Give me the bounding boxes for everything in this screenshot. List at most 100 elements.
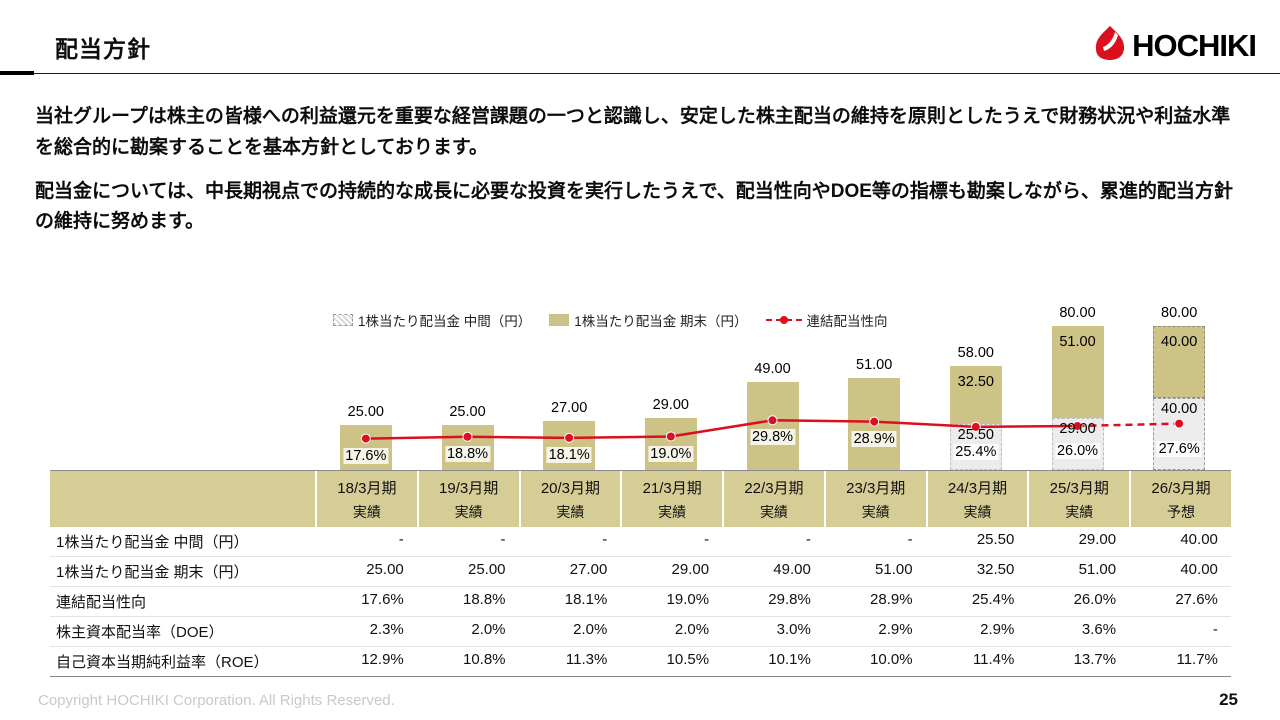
table-col-header: 22/3月期 実績 (722, 471, 824, 527)
intro-text: 当社グループは株主の皆様への利益還元を重要な経営課題の一つと認識し、安定した株主… (35, 102, 1248, 251)
col-period-label: 21/3月期 (642, 480, 702, 497)
table-cell: 2.0% (471, 621, 506, 638)
table-cell: - (602, 531, 608, 548)
table-cell: 29.8% (768, 591, 811, 608)
table-cell: 13.7% (1073, 651, 1117, 668)
bar-yearend-label: 51.00 (1059, 334, 1096, 350)
table-corner-cell (50, 471, 315, 527)
table-header-row: 18/3月期 実績 19/3月期 実績 20/3月期 実績 21/3月期 実績 22/3月期 実績… (50, 471, 1231, 527)
payout-ratio-label: 18.8% (444, 445, 491, 462)
row-label: 1株当たり配当金 期末（円） (56, 564, 249, 581)
bar-total-label: 80.00 (1161, 305, 1198, 321)
col-period-label: 20/3月期 (540, 480, 601, 497)
table-row: 株主資本配当率（DOE） 2.3% 2.0% 2.0% 2.0% 3.0% 2.9% 2.9%… (50, 616, 1231, 646)
intro-paragraph-1: 当社グループは株主の皆様への利益還元を重要な経営課題の一つと認識し、安定した株主… (35, 106, 1231, 158)
col-sub-label: 実績 (454, 504, 483, 520)
table-cell: 11.4% (972, 651, 1015, 668)
row-label: 1株当たり配当金 中間（円） (56, 534, 249, 551)
bar-interim-label: 40.00 (1161, 401, 1198, 417)
payout-ratio-label: 28.9% (851, 430, 897, 447)
table-cell: - (704, 531, 710, 548)
col-sub-label: 実績 (556, 504, 585, 520)
table-cell: 49.00 (773, 561, 811, 578)
dividend-table: 18/3月期 実績 19/3月期 実績 20/3月期 実績 21/3月期 実績 22/3月期 実績… (50, 470, 1231, 677)
table-row: 1株当たり配当金 期末（円） 25.00 25.00 27.00 29.00 49.00 5… (50, 556, 1231, 586)
table-cell: 18.8% (462, 591, 506, 608)
dividend-chart: 1株当たり配当金 中間（円） 1株当たり配当金 期末（円） 連結配当性向 25.… (315, 298, 1230, 470)
page-title: 配当方針 (55, 36, 151, 62)
table-col-header: 20/3月期 実績 (518, 471, 621, 527)
table-cell: - (805, 531, 811, 548)
table-cell: 10.0% (870, 651, 913, 668)
table-cell: 29.00 (1078, 531, 1117, 548)
table-cell: 2.9% (980, 621, 1015, 638)
table-col-header: 19/3月期 実績 (416, 471, 519, 527)
table-cell: - (907, 531, 913, 548)
table-cell: 2.0% (674, 621, 710, 638)
table-col-header: 26/3月期 予想 (1129, 471, 1231, 527)
bar-yearend-segment (1153, 326, 1206, 398)
col-period-label: 26/3月期 (1151, 480, 1211, 497)
header-rule-accent (0, 71, 34, 75)
table-cell: 2.0% (573, 621, 608, 638)
bar-yearend-segment (1051, 326, 1104, 418)
col-sub-label: 実績 (963, 504, 992, 520)
table-row: 1株当たり配当金 中間（円） - - - - - - 25.50 29.00 40.00 (50, 527, 1231, 556)
legend-label: 1株当たり配当金 期末（円） (574, 314, 748, 329)
row-label: 連結配当性向 (56, 594, 147, 611)
col-period-label: 22/3月期 (744, 480, 804, 497)
payout-line-swatch-icon (765, 316, 802, 324)
payout-ratio-label: 19.0% (648, 445, 694, 462)
col-period-label: 24/3月期 (947, 480, 1008, 497)
table-cell: 25.00 (366, 561, 404, 578)
bar-interim-label: 29.00 (1059, 420, 1096, 437)
col-period-label: 23/3月期 (846, 480, 906, 497)
bar-interim-segment (1153, 398, 1206, 470)
legend-label: 連結配当性向 (806, 314, 888, 329)
bar-yearend-segment (949, 365, 1002, 425)
payout-ratio-label: 25.4% (953, 443, 999, 460)
col-sub-label: 実績 (1065, 504, 1094, 520)
table-row: 自己資本当期純利益率（ROE） 12.9% 10.8% 11.3% 10.5% 10.1%… (50, 646, 1231, 676)
table-cell: 32.50 (976, 561, 1015, 578)
bar-total-label: 29.00 (652, 396, 689, 413)
col-period-label: 18/3月期 (337, 480, 397, 497)
table-col-header: 21/3月期 実績 (620, 471, 722, 527)
table-body: 1株当たり配当金 中間（円） - - - - - -25.50 29.00 40.00 1株当たり… (50, 527, 1231, 676)
table-col-header: 23/3月期 実績 (823, 471, 926, 527)
bar-total-label: 27.00 (551, 400, 588, 417)
legend-label: 1株当たり配当金 中間（円） (358, 314, 532, 329)
table-cell: 29.00 (671, 561, 710, 578)
table-cell: 10.1% (768, 651, 811, 668)
table-cell: - (500, 531, 506, 548)
table-cell: 17.6% (361, 591, 404, 608)
bar-total-label: 58.00 (957, 344, 994, 361)
col-sub-label: 予想 (1167, 504, 1195, 520)
table-row: 連結配当性向 17.6% 18.8% 18.1% 19.0% 29.8% 28.9% 25.4… (50, 586, 1231, 616)
bar-total-label: 49.00 (754, 360, 791, 377)
col-period-label: 19/3月期 (439, 480, 499, 497)
bar-yearend-segment (848, 378, 901, 470)
table-cell: 19.0% (666, 591, 710, 608)
table-cell: 2.3% (369, 621, 404, 638)
intro-paragraph-2: 配当金については、中長期視点での持続的な成長に必要な投資を実行したうえで、配当性… (35, 180, 1233, 233)
col-period-label: 25/3月期 (1049, 480, 1109, 497)
bar-total-label: 25.00 (347, 404, 384, 420)
payout-ratio-label: 17.6% (343, 447, 389, 464)
payout-ratio-label: 27.6% (1156, 440, 1202, 457)
table-cell: 11.7% (1176, 651, 1218, 668)
col-sub-label: 実績 (352, 504, 381, 520)
table-cell: 28.9% (870, 591, 913, 608)
bar-total-label: 51.00 (856, 357, 893, 374)
table-col-header: 18/3月期 実績 (315, 471, 417, 527)
table-col-header: 24/3月期 実績 (925, 471, 1028, 527)
row-label: 株主資本配当率（DOE） (56, 624, 224, 641)
table-cell: 18.1% (564, 591, 608, 608)
col-sub-label: 実績 (658, 504, 687, 520)
bar-yearend-segment (644, 417, 697, 470)
flame-icon (1095, 26, 1125, 65)
table-cell: 3.6% (1081, 621, 1117, 638)
table-col-header: 25/3月期 実績 (1027, 471, 1129, 527)
copyright-text: Copyright HOCHIKI Corporation. All Right… (38, 692, 395, 709)
